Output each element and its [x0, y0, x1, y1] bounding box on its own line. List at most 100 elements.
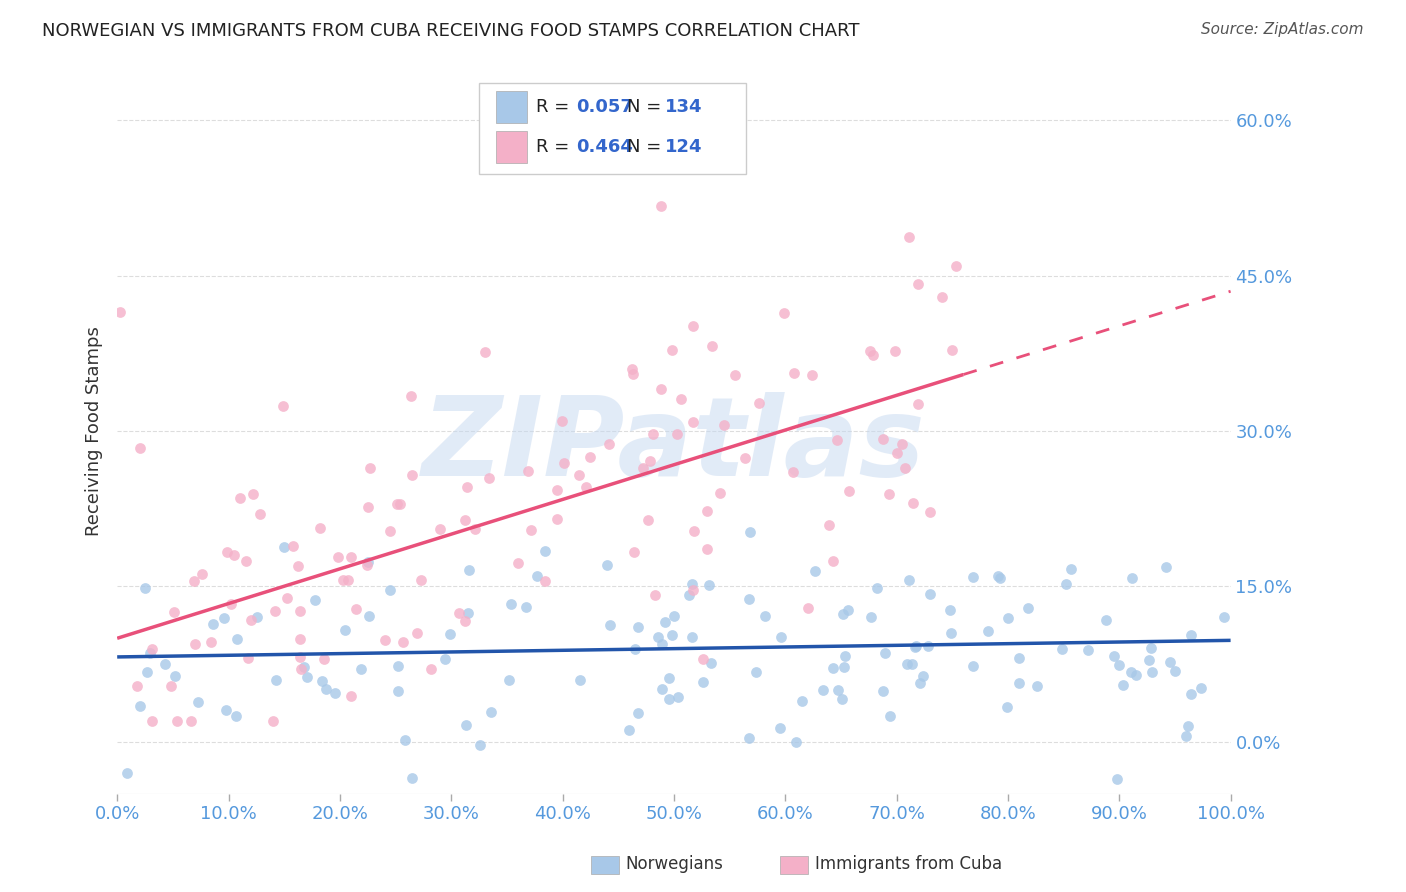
Point: [713, 417, 735, 432]
Point: [391, 635, 413, 649]
Point: [633, 461, 655, 475]
Point: [1077, 642, 1099, 657]
Point: [1008, 650, 1031, 665]
Point: [997, 611, 1019, 625]
Point: [447, 606, 470, 620]
Point: [891, 437, 914, 451]
Point: [683, 524, 706, 539]
Point: [837, 603, 859, 617]
Point: [1164, 664, 1187, 678]
Point: [738, 525, 761, 540]
Point: [129, 699, 152, 714]
Point: [1159, 655, 1181, 669]
Point: [904, 639, 927, 653]
Point: [454, 718, 477, 732]
Point: [337, 574, 360, 588]
Point: [141, 714, 163, 728]
Point: [1107, 772, 1129, 786]
Point: [666, 690, 689, 704]
Point: [129, 441, 152, 455]
Point: [907, 277, 929, 292]
Point: [110, 305, 132, 319]
Point: [962, 658, 984, 673]
Point: [332, 574, 354, 588]
Point: [405, 626, 427, 640]
Point: [682, 415, 704, 429]
Text: R =: R =: [536, 138, 575, 156]
Point: [1137, 653, 1160, 667]
Text: Source: ZipAtlas.com: Source: ZipAtlas.com: [1201, 22, 1364, 37]
Point: [903, 496, 925, 510]
Point: [724, 368, 747, 383]
Point: [340, 690, 363, 704]
Point: [678, 589, 700, 603]
Point: [478, 471, 501, 485]
Point: [800, 368, 823, 382]
Point: [804, 564, 827, 578]
Point: [976, 624, 998, 638]
Point: [1121, 665, 1143, 679]
Point: [474, 345, 496, 359]
Point: [184, 637, 207, 651]
Point: [429, 522, 451, 536]
Point: [308, 521, 330, 535]
Point: [378, 583, 401, 598]
Point: [1174, 729, 1197, 743]
Point: [661, 343, 683, 357]
Point: [651, 681, 673, 696]
Point: [931, 290, 953, 304]
Point: [682, 582, 704, 597]
Point: [346, 601, 368, 615]
Point: [745, 665, 768, 679]
Point: [249, 507, 271, 521]
Point: [886, 446, 908, 460]
Point: [468, 738, 491, 752]
Point: [350, 662, 373, 676]
Point: [454, 513, 477, 527]
Point: [873, 646, 896, 660]
Point: [546, 512, 568, 526]
Point: [623, 545, 645, 559]
Point: [125, 680, 148, 694]
Point: [578, 450, 600, 465]
Y-axis label: Receiving Food Stamps: Receiving Food Stamps: [86, 326, 103, 536]
Point: [457, 606, 479, 620]
Point: [458, 563, 481, 577]
Point: [644, 588, 666, 602]
Point: [236, 651, 259, 665]
Point: [399, 389, 422, 403]
Point: [273, 541, 295, 555]
Point: [357, 555, 380, 569]
Point: [183, 574, 205, 588]
Point: [657, 692, 679, 706]
Point: [219, 597, 242, 611]
Point: [326, 549, 349, 564]
Point: [139, 646, 162, 660]
Point: [823, 554, 845, 568]
Point: [1108, 658, 1130, 673]
Point: [456, 480, 478, 494]
Point: [623, 368, 645, 382]
Bar: [496, 130, 527, 163]
Point: [180, 714, 202, 728]
Point: [479, 705, 502, 719]
Point: [575, 480, 598, 494]
Point: [792, 694, 814, 708]
Point: [359, 608, 381, 623]
Point: [1213, 609, 1236, 624]
Point: [811, 682, 834, 697]
Point: [818, 517, 841, 532]
Point: [311, 674, 333, 689]
Point: [526, 569, 548, 583]
Point: [1102, 649, 1125, 664]
Point: [918, 586, 941, 600]
Point: [1054, 577, 1077, 591]
Point: [696, 541, 718, 556]
Point: [359, 461, 381, 475]
Point: [862, 348, 884, 362]
Point: [1121, 571, 1143, 585]
Point: [896, 657, 918, 672]
Point: [134, 581, 156, 595]
Point: [378, 524, 401, 538]
Point: [297, 670, 319, 684]
